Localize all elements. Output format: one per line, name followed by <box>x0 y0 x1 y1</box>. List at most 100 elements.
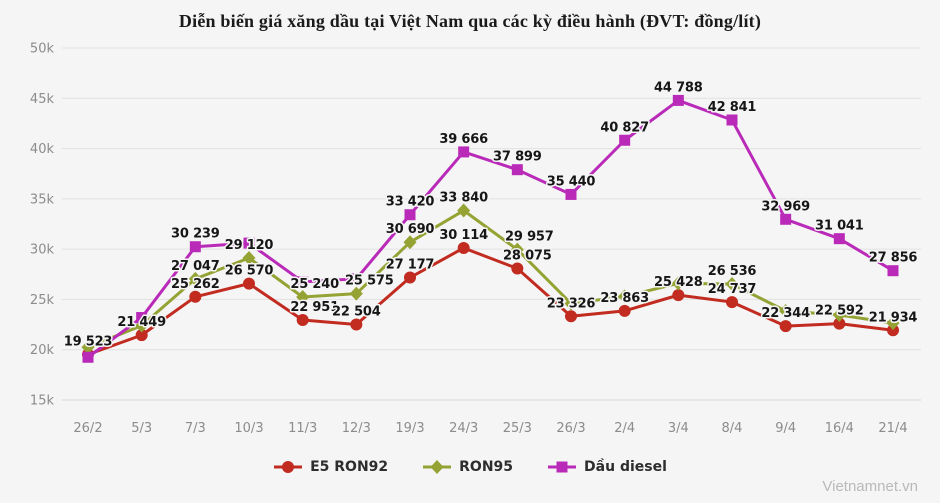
data-point-e5-ron92-12-3[interactable] <box>350 318 363 331</box>
data-label: 22 951 <box>290 300 339 315</box>
watermark: Vietnamnet.vn <box>822 478 918 495</box>
data-label: 27 856 <box>869 251 918 266</box>
legend-item-e5-ron92[interactable]: E5 RON92 <box>273 459 388 475</box>
data-point-ron95-26-3[interactable] <box>564 296 578 311</box>
x-tick-label-7-3: 7/3 <box>185 421 206 436</box>
data-label: 29 957 <box>505 230 554 245</box>
data-label: 21 934 <box>869 310 918 325</box>
diamond-legend-icon <box>423 460 452 474</box>
data-label: 22 504 <box>332 305 381 320</box>
data-point-dầu-diesel-5-3[interactable] <box>136 312 148 324</box>
data-point-dầu-diesel-21-4[interactable] <box>887 265 899 277</box>
data-label: 29 120 <box>225 238 274 253</box>
data-point-e5-ron92-11-3[interactable] <box>296 314 309 327</box>
data-label: 25 240 <box>290 277 339 292</box>
data-label: 23 326 <box>547 296 596 311</box>
data-label: 27 047 <box>171 259 220 274</box>
chart-title: Diễn biến giá xăng dầu tại Việt Nam qua … <box>178 11 762 31</box>
data-point-dầu-diesel-26-3[interactable] <box>565 188 577 200</box>
data-point-dầu-diesel-9-4[interactable] <box>780 213 792 225</box>
data-point-dầu-diesel-8-4[interactable] <box>726 114 738 126</box>
data-point-dầu-diesel-2-4[interactable] <box>619 134 631 146</box>
x-tick-label-10-3: 10/3 <box>234 421 263 436</box>
x-tick-label-5-3: 5/3 <box>131 421 152 436</box>
data-point-ron95-19-3[interactable] <box>403 235 417 250</box>
data-point-dầu-diesel-19-3[interactable] <box>404 209 416 221</box>
legend-item-dầu-diesel[interactable]: Dầu diesel <box>547 459 667 475</box>
x-tick-label-26-3: 26/3 <box>556 421 585 436</box>
data-point-e5-ron92-16-4[interactable] <box>833 317 846 330</box>
data-point-ron95-10-3[interactable] <box>242 250 256 265</box>
data-label: 28 075 <box>503 249 552 264</box>
data-point-e5-ron92-10-3[interactable] <box>243 277 255 290</box>
data-point-e5-ron92-2-4[interactable] <box>618 304 631 317</box>
data-label: 30 239 <box>171 227 220 242</box>
y-tick-label: 25k <box>30 293 55 308</box>
data-point-ron95-21-4[interactable] <box>886 316 900 331</box>
y-tick-label: 15k <box>30 394 55 409</box>
legend-label: RON95 <box>459 459 514 475</box>
data-point-dầu-diesel-10-3[interactable] <box>243 237 255 249</box>
x-tick-label-24-3: 24/3 <box>449 421 478 436</box>
x-tick-label-16-4: 16/4 <box>825 421 854 436</box>
data-point-dầu-diesel-7-3[interactable] <box>189 241 201 253</box>
legend: E5 RON92 RON95 Dầu diesel <box>0 459 940 475</box>
data-point-e5-ron92-9-4[interactable] <box>779 320 792 333</box>
data-point-ron95-25-3[interactable] <box>510 242 524 257</box>
data-point-e5-ron92-25-3[interactable] <box>511 262 524 275</box>
series-line <box>87 246 894 356</box>
data-point-ron95-16-4[interactable] <box>832 308 846 323</box>
data-point-ron95-2-4[interactable] <box>618 289 632 304</box>
y-tick-label: 20k <box>30 343 55 358</box>
data-point-dầu-diesel-16-4[interactable] <box>833 233 845 245</box>
data-point-e5-ron92-21-4[interactable] <box>887 324 899 337</box>
data-point-e5-ron92-8-4[interactable] <box>726 296 738 309</box>
x-tick-label-21-4: 21/4 <box>878 421 907 436</box>
data-point-e5-ron92-24-3[interactable] <box>457 241 470 254</box>
data-point-dầu-diesel-12-3[interactable] <box>350 273 362 285</box>
legend-item-ron95[interactable]: RON95 <box>422 459 513 475</box>
data-label: 32 969 <box>761 199 810 214</box>
data-point-ron95-26-2[interactable] <box>81 340 95 355</box>
data-label: 26 536 <box>708 264 757 279</box>
square-marker[interactable] <box>556 461 568 473</box>
data-point-e5-ron92-26-3[interactable] <box>565 310 577 323</box>
series-line <box>87 98 894 359</box>
data-label: 31 041 <box>815 219 864 234</box>
x-tick-label-12-3: 12/3 <box>342 421 371 436</box>
x-tick-label-11-3: 11/3 <box>288 421 317 436</box>
data-point-ron95-7-3[interactable] <box>188 271 202 286</box>
y-tick-label: 50k <box>30 42 55 57</box>
data-point-ron95-3-4[interactable] <box>671 276 685 291</box>
data-label: 19 523 <box>64 335 113 350</box>
legend-label: Dầu diesel <box>584 459 667 475</box>
data-point-e5-ron92-7-3[interactable] <box>189 290 202 303</box>
data-point-ron95-12-3[interactable] <box>349 286 363 301</box>
data-point-e5-ron92-19-3[interactable] <box>404 271 416 284</box>
data-point-ron95-24-3[interactable] <box>457 203 471 218</box>
data-point-dầu-diesel-25-3[interactable] <box>511 164 523 176</box>
data-point-e5-ron92-5-3[interactable] <box>135 329 148 342</box>
circle-legend-icon <box>274 461 303 473</box>
data-label: 22 592 <box>815 304 864 319</box>
y-tick-label: 35k <box>30 192 55 207</box>
legend-label: E5 RON92 <box>310 459 389 475</box>
data-point-ron95-9-4[interactable] <box>779 303 793 318</box>
data-point-dầu-diesel-24-3[interactable] <box>458 146 470 158</box>
y-tick-label: 40k <box>30 142 55 157</box>
data-point-ron95-11-3[interactable] <box>296 290 310 305</box>
data-label: 25 428 <box>654 275 703 290</box>
diamond-marker[interactable] <box>430 460 444 474</box>
data-point-dầu-diesel-26-2[interactable] <box>82 351 94 363</box>
data-point-ron95-8-4[interactable] <box>725 276 739 291</box>
data-point-e5-ron92-3-4[interactable] <box>672 289 685 302</box>
circle-marker[interactable] <box>282 461 295 473</box>
data-point-dầu-diesel-11-3[interactable] <box>297 276 309 288</box>
series-e5-ron92 <box>82 241 899 361</box>
data-label: 21 449 <box>117 315 166 330</box>
data-label: 44 788 <box>654 80 703 95</box>
square-legend-icon <box>548 461 577 473</box>
data-label: 39 666 <box>439 132 488 147</box>
data-point-dầu-diesel-3-4[interactable] <box>672 94 684 106</box>
